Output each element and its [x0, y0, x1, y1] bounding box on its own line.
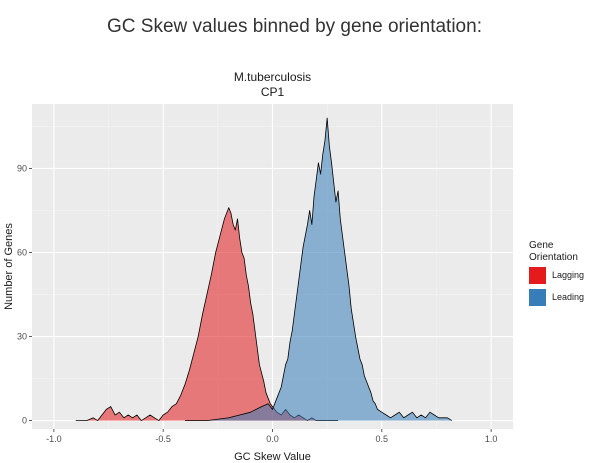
x-tick-label: 0.0 [266, 434, 279, 444]
outline-leading [185, 117, 452, 421]
x-tick-label: 1.0 [485, 434, 498, 444]
legend-title: Gene Orientation [529, 240, 589, 264]
legend-label-leading: Leading [552, 292, 585, 302]
major-grid [32, 104, 513, 429]
legend-label-lagging: Lagging [552, 270, 585, 280]
y-tick-label: 30 [17, 332, 27, 342]
series-areas [75, 117, 452, 421]
chart-main-title: GC Skew values binned by gene orientatio… [107, 16, 482, 37]
x-axis-title: GC Skew Value [234, 451, 311, 463]
x-tick-label: 0.5 [376, 434, 389, 444]
legend: Gene Orientation Lagging Leading [529, 240, 589, 308]
chart-subtitle-line-2: CP1 [260, 85, 285, 99]
chart-subtitle-line-1: M.tuberculosis [233, 70, 312, 84]
legend-item-lagging: Lagging [529, 266, 589, 286]
area-lagging [75, 207, 339, 421]
y-tick-label: 90 [17, 163, 27, 173]
legend-key-lagging [529, 267, 546, 284]
y-tick-label: 0 [22, 416, 27, 426]
legend-item-leading: Leading [529, 288, 589, 308]
x-tick-label: -0.5 [155, 434, 171, 444]
legend-key-leading [529, 289, 546, 306]
legend-title-line-1: Gene [529, 240, 554, 251]
chart-subtitle: M.tuberculosis CP1 [32, 70, 513, 100]
legend-title-line-2: Orientation [529, 252, 578, 263]
area-leading [185, 118, 452, 421]
y-axis-title: Number of Genes [3, 223, 15, 310]
axes: -1.0 -0.5 0.0 0.5 1.0 0 30 60 90 [17, 163, 497, 444]
y-tick-label: 60 [17, 247, 27, 257]
x-tick-label: -1.0 [46, 434, 62, 444]
